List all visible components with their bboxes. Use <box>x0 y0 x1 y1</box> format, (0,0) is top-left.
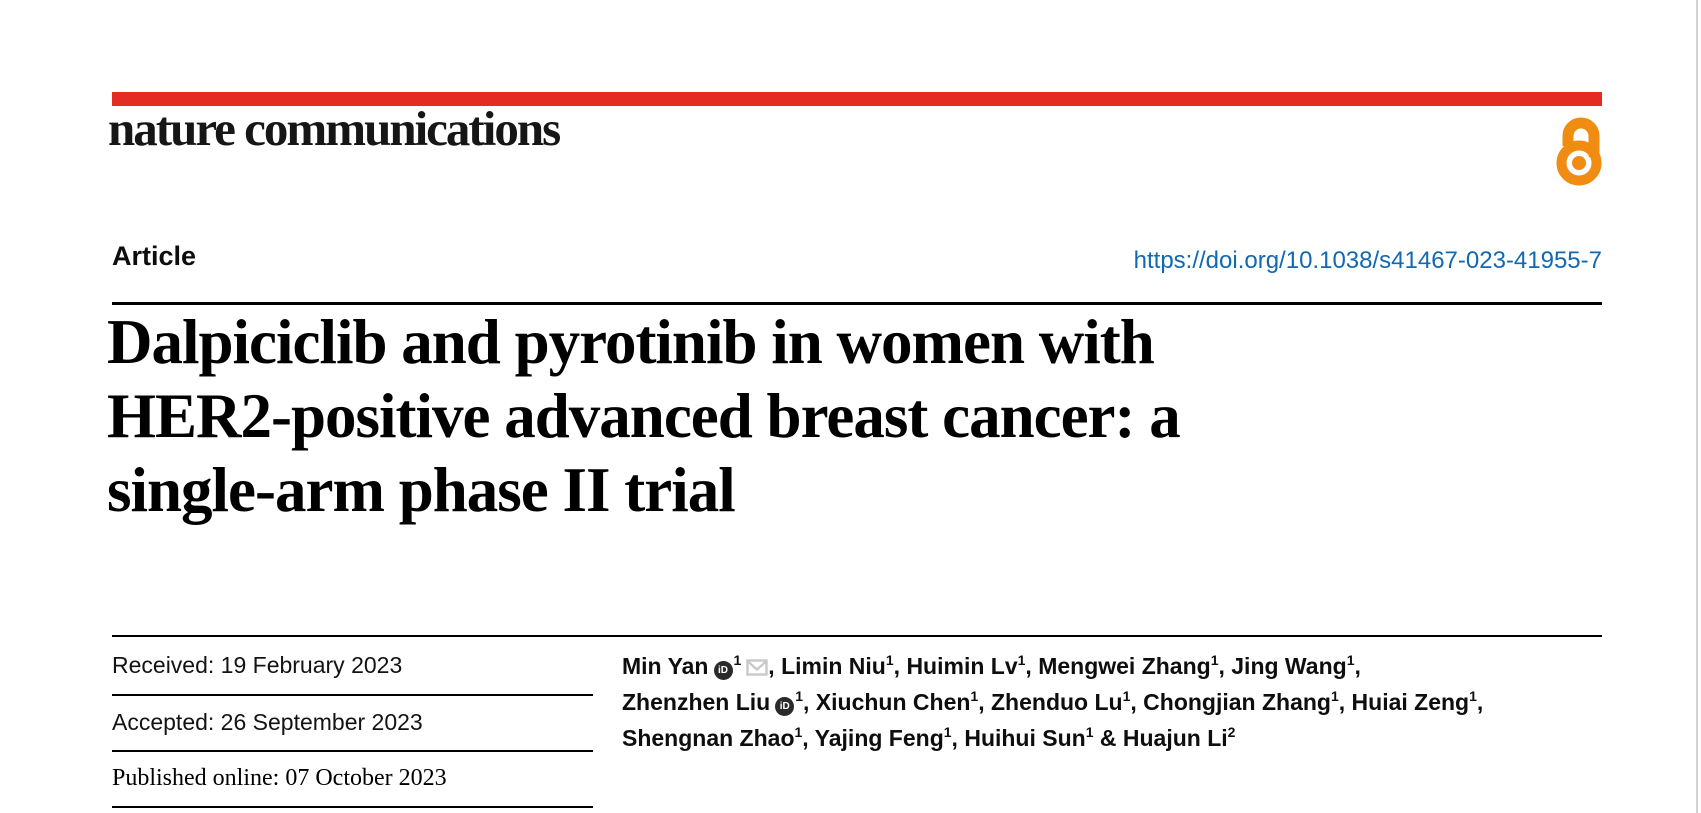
author-affiliation-sup: 1 <box>1469 688 1477 704</box>
author-name: Zhenzhen Liu <box>622 689 771 715</box>
history-rule-2 <box>112 750 593 752</box>
orcid-icon[interactable]: iD <box>775 697 795 716</box>
author-line: Shengnan Zhao1, Yajing Feng1, Huihui Sun… <box>622 720 1502 756</box>
author-name: Jing Wang <box>1231 653 1347 679</box>
history-top-rule <box>112 635 1602 637</box>
author-separator: & <box>1093 725 1123 751</box>
author-separator: , <box>1025 653 1039 679</box>
author-affiliation-sup: 1 <box>970 688 979 704</box>
author-name: Limin Niu <box>781 653 886 679</box>
author-separator: , <box>768 653 782 679</box>
author-affiliation-sup: 1 <box>1210 652 1219 668</box>
history-rule-1 <box>112 694 593 696</box>
author-separator: , <box>978 689 991 715</box>
author-affiliation-sup: 1 <box>885 652 894 668</box>
journal-logo: nature communications <box>108 101 561 156</box>
author-name: Min Yan <box>622 653 709 679</box>
author-separator: , <box>1130 689 1144 715</box>
author-name: Yajing Feng <box>814 725 944 751</box>
received-date: Received: 19 February 2023 <box>112 652 403 678</box>
orcid-icon[interactable]: iD <box>713 661 733 680</box>
history-rule-3 <box>112 806 593 808</box>
author-affiliation-sup: 1 <box>794 724 803 740</box>
title-line-1: Dalpiciclib and pyrotinib in women with <box>107 307 1155 377</box>
author-name: Mengwei Zhang <box>1038 653 1211 679</box>
author-name: Huihui Sun <box>964 725 1086 751</box>
author-name: Xiuchun Chen <box>815 689 971 715</box>
author-affiliation-sup: 2 <box>1227 724 1236 740</box>
author-separator: , <box>951 725 965 751</box>
author-separator: , <box>1218 653 1232 679</box>
email-icon[interactable] <box>746 659 768 676</box>
accepted-date: Accepted: 26 September 2023 <box>112 709 423 735</box>
author-affiliation-sup: 1 <box>1017 652 1026 668</box>
journal-brand-bar <box>112 92 1602 106</box>
author-separator: , <box>802 725 815 751</box>
author-affiliation-sup: 1 <box>1346 652 1355 668</box>
author-name: Shengnan Zhao <box>622 725 795 751</box>
author-affiliation-sup: 1 <box>1085 724 1094 740</box>
author-line: Zhenzhen Liu iD1, Xiuchun Chen1, Zhenduo … <box>622 684 1502 720</box>
author-separator: , <box>803 689 816 715</box>
author-separator: , <box>1354 653 1361 679</box>
title-line-2: HER2-positive advanced breast cancer: a <box>107 381 1181 451</box>
title-line-3: single-arm phase II trial <box>107 455 736 525</box>
author-affiliation-sup: 1 <box>1330 688 1339 704</box>
author-name: Huajun Li <box>1122 725 1228 751</box>
doi-link[interactable]: https://doi.org/10.1038/s41467-023-41955… <box>1133 247 1602 274</box>
author-separator: , <box>893 653 907 679</box>
author-line: Min Yan iD1, Limin Niu1, Huimin Lv1, Meng… <box>622 648 1502 684</box>
author-affiliation-sup: 1 <box>795 688 804 704</box>
author-separator: , <box>1338 689 1352 715</box>
author-affiliation-sup: 1 <box>943 724 952 740</box>
header-rule <box>112 302 1602 305</box>
author-affiliation-sup: 1 <box>1122 688 1131 704</box>
article-type-label: Article <box>112 241 197 271</box>
published-date: Published online: 07 October 2023 <box>112 765 447 791</box>
author-name: Zhenduo Lu <box>991 689 1123 715</box>
paper-title: Dalpiciclib and pyrotinib in women with … <box>107 305 1181 527</box>
author-separator: , <box>1476 689 1484 715</box>
author-name: Huimin Lv <box>906 653 1018 679</box>
open-lock-icon <box>1554 109 1606 191</box>
author-name: Huiai Zeng <box>1351 689 1470 715</box>
page-edge-divider <box>1696 0 1698 813</box>
author-name: Chongjian Zhang <box>1143 689 1331 715</box>
author-list: Min Yan iD1, Limin Niu1, Huimin Lv1, Meng… <box>622 648 1502 756</box>
author-affiliation-sup: 1 <box>733 652 742 668</box>
